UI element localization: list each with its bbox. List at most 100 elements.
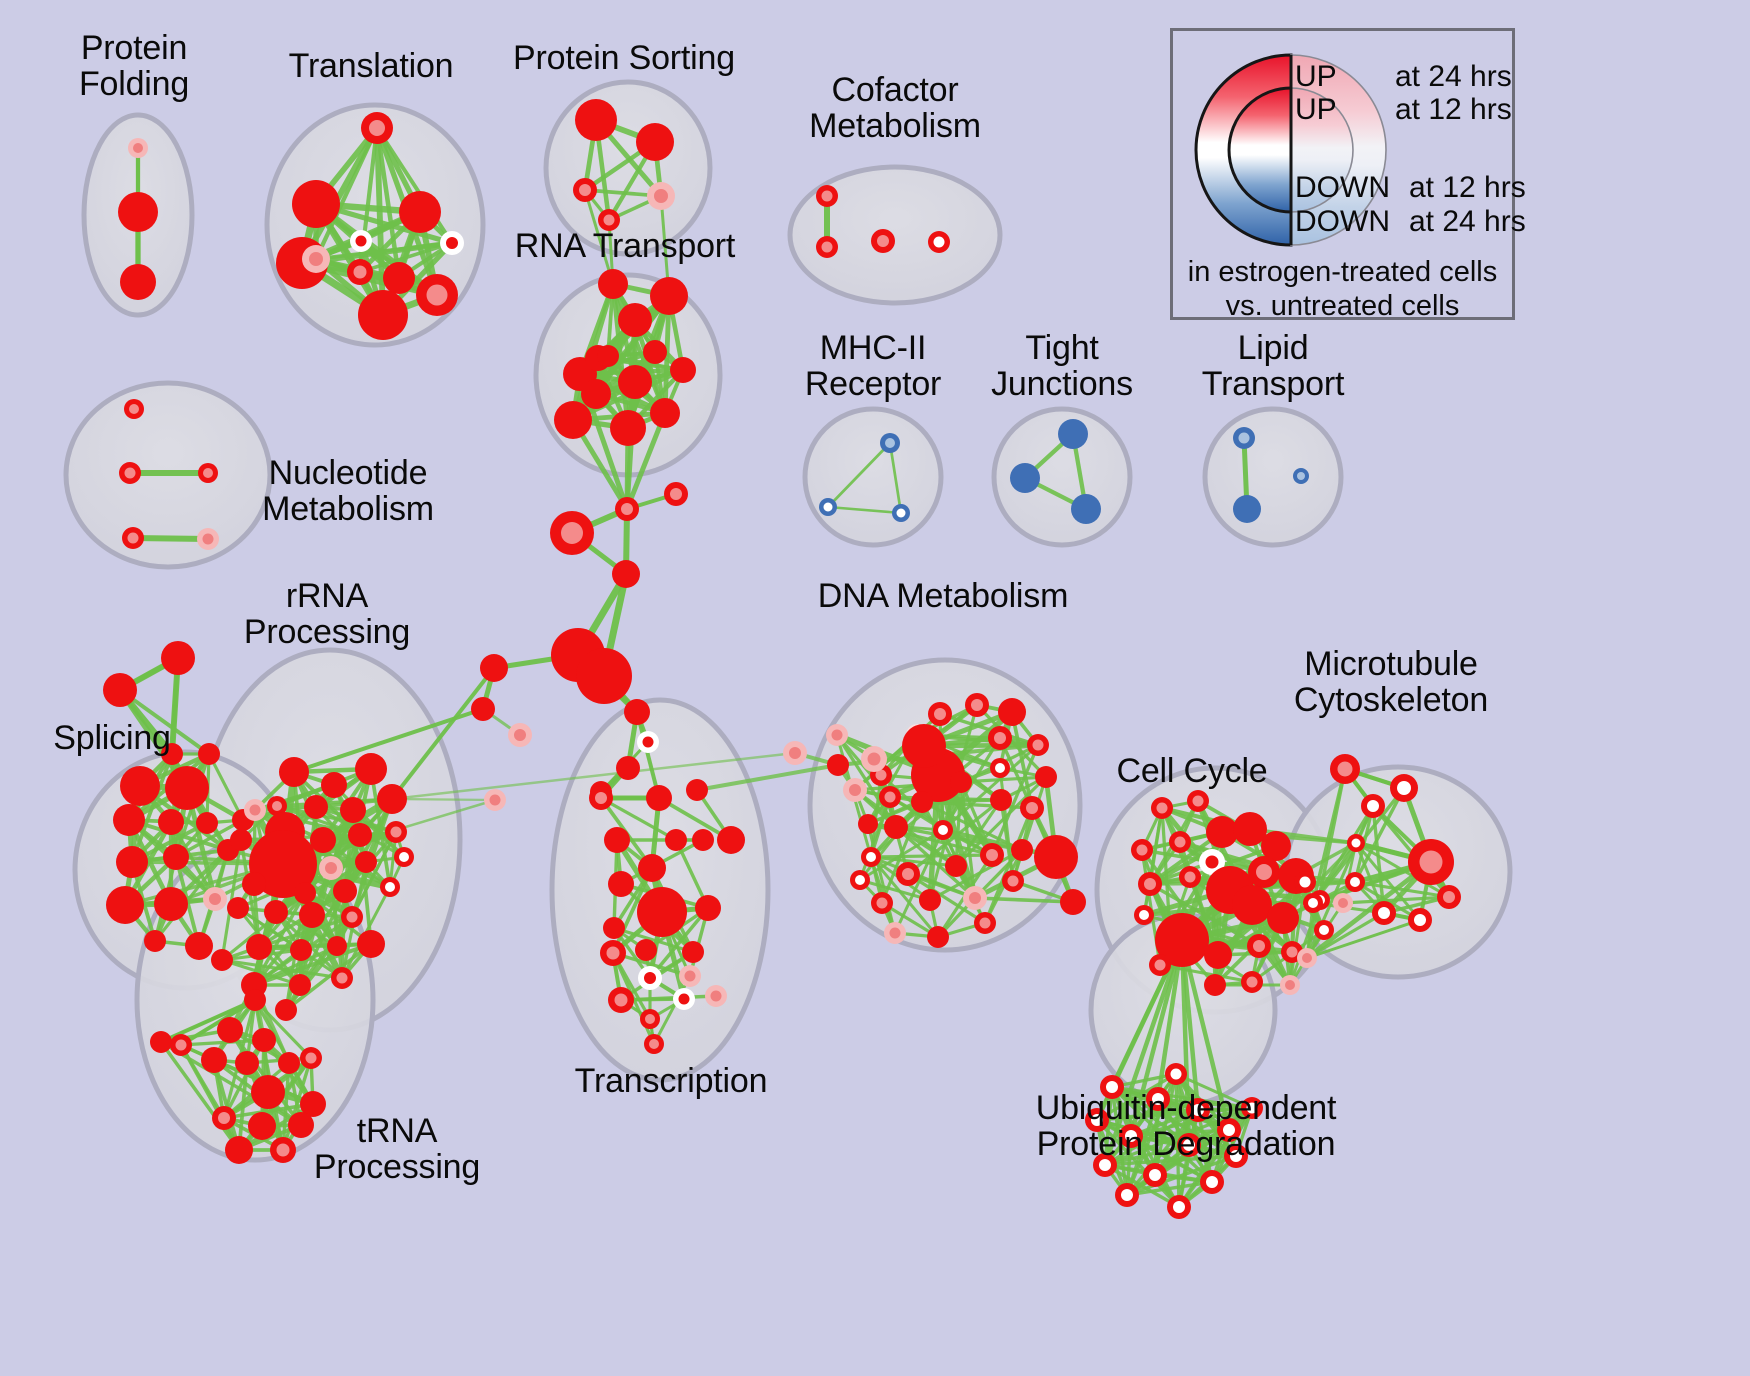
network-node (1134, 905, 1154, 925)
network-node (615, 497, 639, 521)
network-node (217, 1017, 243, 1043)
network-node (827, 754, 849, 776)
network-edge (600, 796, 677, 842)
network-edge (929, 848, 1023, 902)
network-edge (1128, 939, 1185, 1137)
network-node (1169, 831, 1191, 853)
network-edge (827, 442, 891, 508)
network-node (1177, 1133, 1201, 1157)
network-node (638, 854, 666, 882)
network-node (998, 698, 1026, 726)
legend-time-2: at 12 hrs (1409, 171, 1526, 204)
network-edge (858, 801, 924, 881)
network-node (279, 757, 309, 787)
network-node (850, 870, 870, 890)
network-edge (118, 688, 211, 756)
network-node (1233, 495, 1261, 523)
network-node (608, 871, 634, 897)
network-node (416, 274, 458, 316)
network-node (264, 900, 288, 924)
legend-time-1: at 12 hrs (1395, 93, 1512, 126)
network-node (212, 1106, 236, 1130)
network-edge (635, 711, 661, 799)
network-node (267, 796, 287, 816)
network-node (1408, 908, 1432, 932)
network-edge (880, 801, 924, 904)
network-node (861, 746, 887, 772)
network-edge (583, 189, 615, 285)
network-edge (921, 800, 1023, 852)
network-node (610, 410, 646, 446)
network-node (974, 912, 996, 934)
network-node (198, 743, 220, 765)
network-node (1333, 893, 1353, 913)
network-node (288, 1112, 314, 1138)
network-node (665, 829, 687, 851)
network-edge (1177, 1107, 1254, 1208)
network-node (911, 791, 933, 813)
cluster-label-splicing: Splicing (53, 719, 171, 757)
network-node (692, 829, 714, 851)
network-node (246, 934, 272, 960)
network-edge (1306, 911, 1385, 960)
cluster-halo-cofactor-metabolism (787, 164, 1003, 306)
network-node (119, 462, 141, 484)
network-node (643, 340, 667, 364)
network-node (575, 99, 617, 141)
network-node (1165, 1063, 1187, 1085)
network-node (550, 511, 594, 555)
network-node (843, 778, 867, 802)
network-edge (870, 855, 957, 868)
network-node (299, 902, 325, 928)
network-node (358, 290, 408, 340)
network-node (103, 673, 137, 707)
network-node (1233, 427, 1255, 449)
network-node (871, 892, 893, 914)
network-edge (921, 800, 1033, 810)
network-node (294, 882, 316, 904)
network-node (248, 1112, 276, 1140)
network-edge (391, 797, 496, 802)
network-node (341, 906, 363, 928)
network-node (945, 855, 967, 877)
network-node (355, 851, 377, 873)
network-node (650, 277, 688, 315)
network-edge (1126, 1154, 1237, 1197)
network-edge (999, 799, 1015, 882)
network-node (230, 829, 252, 851)
network-node (1119, 1124, 1143, 1148)
network-node (340, 797, 366, 823)
network-edge (159, 1040, 241, 1152)
network-node (361, 112, 393, 144)
network-edge (1153, 1073, 1178, 1176)
network-node (161, 641, 195, 675)
network-node (980, 843, 1004, 867)
network-node (576, 648, 632, 704)
network-node (252, 1028, 276, 1052)
network-node (679, 965, 701, 987)
cluster-label-mhc-ii-receptor: MHC-II Receptor (804, 329, 942, 404)
network-node (122, 527, 144, 549)
network-node (1437, 885, 1461, 909)
cluster-label-microtubule-cytoskeleton: Microtubule Cytoskeleton (1293, 645, 1489, 720)
network-edge (1371, 805, 1386, 914)
network-edge (390, 666, 496, 801)
network-node (637, 887, 687, 937)
network-node (1297, 948, 1317, 968)
network-node (235, 1051, 259, 1075)
network-node (124, 399, 144, 419)
network-edge (258, 915, 353, 949)
network-node (1206, 816, 1238, 848)
network-edge (221, 958, 301, 987)
network-node (646, 785, 672, 811)
network-node (227, 897, 249, 919)
network-node (440, 231, 464, 255)
network-edge (624, 412, 668, 510)
network-node (650, 398, 680, 428)
cluster-label-transcription: Transcription (574, 1062, 768, 1100)
network-edge (169, 821, 217, 900)
network-node (1002, 870, 1024, 892)
cluster-label-cell-cycle: Cell Cycle (1116, 752, 1268, 790)
network-node (1027, 734, 1049, 756)
network-node (1248, 856, 1280, 888)
